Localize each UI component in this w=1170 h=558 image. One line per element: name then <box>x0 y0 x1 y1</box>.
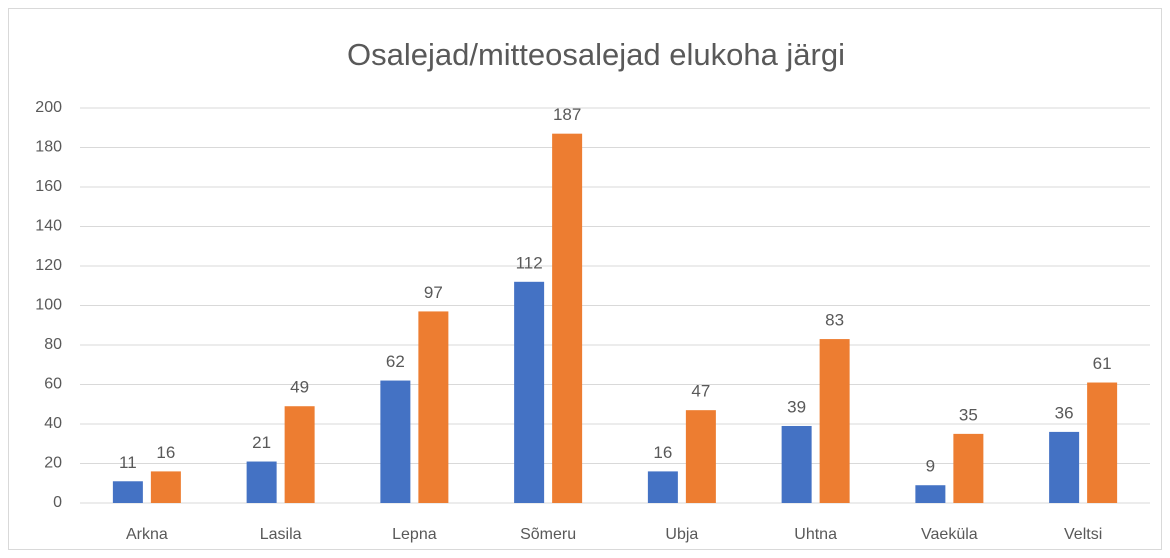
bar <box>112 481 143 503</box>
data-label: 187 <box>553 105 581 124</box>
data-label: 16 <box>156 443 175 462</box>
data-label: 47 <box>691 382 710 401</box>
bar <box>246 461 277 503</box>
bar <box>685 410 716 503</box>
bar <box>915 485 946 503</box>
y-tick-label: 160 <box>35 178 62 195</box>
x-tick-label: Uhtna <box>794 526 837 543</box>
bar <box>150 471 181 503</box>
bar <box>1049 431 1080 503</box>
y-tick-label: 140 <box>35 218 62 235</box>
y-tick-label: 180 <box>35 139 62 156</box>
x-tick-label: Lasila <box>260 526 302 543</box>
bar <box>647 471 678 503</box>
y-tick-label: 120 <box>35 257 62 274</box>
data-label: 11 <box>119 453 137 472</box>
x-tick-label: Arkna <box>126 526 168 543</box>
bar <box>418 311 449 503</box>
data-label: 21 <box>252 433 271 452</box>
x-tick-label: Veltsi <box>1064 526 1102 543</box>
y-tick-label: 20 <box>44 455 62 472</box>
data-label: 9 <box>926 457 935 476</box>
x-tick-label: Lepna <box>392 526 437 543</box>
bar <box>552 133 583 504</box>
data-label: 49 <box>290 378 309 397</box>
data-label: 35 <box>959 405 978 424</box>
data-label: 83 <box>825 311 844 330</box>
bar <box>781 425 812 503</box>
x-tick-label: Sõmeru <box>520 526 576 543</box>
data-label: 39 <box>787 397 806 416</box>
chart-title: Osalejad/mitteosalejad elukoha järgi <box>347 37 845 72</box>
bar <box>284 406 315 503</box>
data-label: 62 <box>386 352 405 371</box>
bar <box>380 380 411 503</box>
bar <box>1087 382 1118 503</box>
bar <box>514 281 545 503</box>
data-label: 16 <box>653 443 672 462</box>
chart-frame <box>8 8 1162 550</box>
y-tick-label: 0 <box>53 494 62 511</box>
y-tick-label: 200 <box>35 99 62 116</box>
x-tick-label: Ubja <box>665 526 698 543</box>
data-label: 61 <box>1093 354 1112 373</box>
data-label: 97 <box>424 283 443 302</box>
data-label: 36 <box>1055 403 1074 422</box>
y-tick-label: 60 <box>44 376 62 393</box>
y-tick-label: 80 <box>44 336 62 353</box>
data-label: 112 <box>516 253 543 272</box>
x-tick-label: Vaeküla <box>921 526 978 543</box>
y-tick-label: 100 <box>35 297 62 314</box>
y-tick-label: 40 <box>44 415 62 432</box>
bar <box>953 433 984 503</box>
bar <box>819 339 850 503</box>
